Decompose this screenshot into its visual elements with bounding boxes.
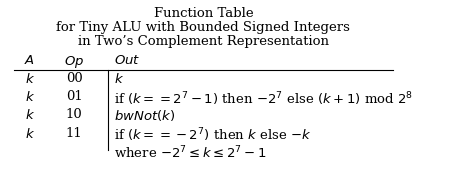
Text: 11: 11 [66, 127, 82, 140]
Text: $k$: $k$ [24, 127, 35, 141]
Text: $k$: $k$ [24, 108, 35, 122]
Text: 10: 10 [66, 108, 82, 121]
Text: $Op$: $Op$ [64, 54, 84, 70]
Text: $bwNot(k)$: $bwNot(k)$ [115, 108, 176, 123]
Text: in Two’s Complement Representation: in Two’s Complement Representation [78, 35, 329, 48]
Text: $A$: $A$ [24, 54, 35, 67]
Text: $k$: $k$ [24, 72, 35, 86]
Text: where $-2^7 \leq k \leq 2^7 - 1$: where $-2^7 \leq k \leq 2^7 - 1$ [115, 145, 267, 161]
Text: if $(k == 2^7 - 1)$ then $-2^7$ else $(k+1)$ mod $2^8$: if $(k == 2^7 - 1)$ then $-2^7$ else $(k… [115, 90, 414, 108]
Text: $k$: $k$ [115, 72, 125, 86]
Text: $Out$: $Out$ [115, 54, 141, 67]
Text: for Tiny ALU with Bounded Signed Integers: for Tiny ALU with Bounded Signed Integer… [57, 21, 350, 34]
Text: Function Table: Function Table [154, 7, 253, 20]
Text: $k$: $k$ [24, 90, 35, 104]
Text: 01: 01 [66, 90, 82, 103]
Text: if $(k == -2^7)$ then $k$ else $-k$: if $(k == -2^7)$ then $k$ else $-k$ [115, 127, 312, 144]
Text: 00: 00 [66, 72, 82, 85]
